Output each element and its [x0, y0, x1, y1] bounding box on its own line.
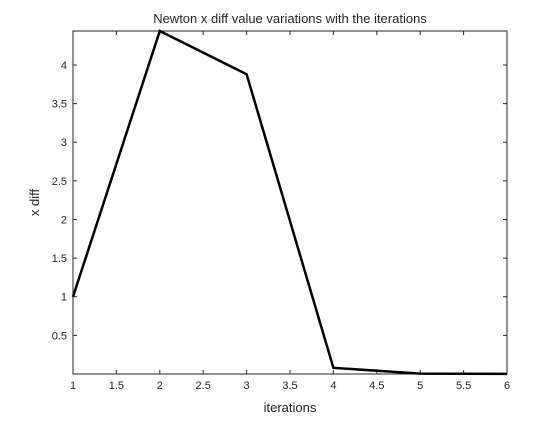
x-tick-label: 3.5	[282, 380, 297, 392]
x-axis-label: iterations	[264, 400, 317, 415]
y-tick-label: 3.5	[52, 99, 67, 111]
x-tick-label: 2	[157, 380, 163, 392]
y-tick-label: 2.5	[52, 176, 67, 188]
y-tick-label: 2	[61, 214, 67, 226]
x-tick-label: 2.5	[196, 380, 211, 392]
x-tick-label: 1	[70, 380, 76, 392]
plot-area	[72, 30, 508, 375]
x-tick-label: 3	[244, 380, 250, 392]
y-tick-label: 3	[61, 137, 67, 149]
y-axis-label: x diff	[27, 189, 42, 217]
y-tick-label: 0.5	[52, 330, 67, 342]
series-line	[71, 29, 508, 376]
x-tick-label: 5.5	[456, 380, 471, 392]
x-tick-label: 6	[504, 380, 510, 392]
x-tick-label: 5	[417, 380, 423, 392]
x-tick-label: 4	[330, 380, 336, 392]
y-tick-label: 1	[61, 292, 67, 304]
series-group	[71, 29, 508, 376]
tick-label-group: 1 1.5 2 2.5 3 3.5 4 4.5 5 5.5 6 0.5 1 1.5 2 2.5 3 3.5 4	[52, 60, 510, 392]
x-tick-label: 1.5	[109, 380, 124, 392]
tick-group	[72, 31, 508, 374]
x-tick-label: 4.5	[369, 380, 384, 392]
y-tick-label: 1.5	[52, 253, 67, 265]
y-tick-label: 4	[61, 60, 67, 72]
chart-title: Newton x diff value variations with the …	[153, 11, 427, 26]
